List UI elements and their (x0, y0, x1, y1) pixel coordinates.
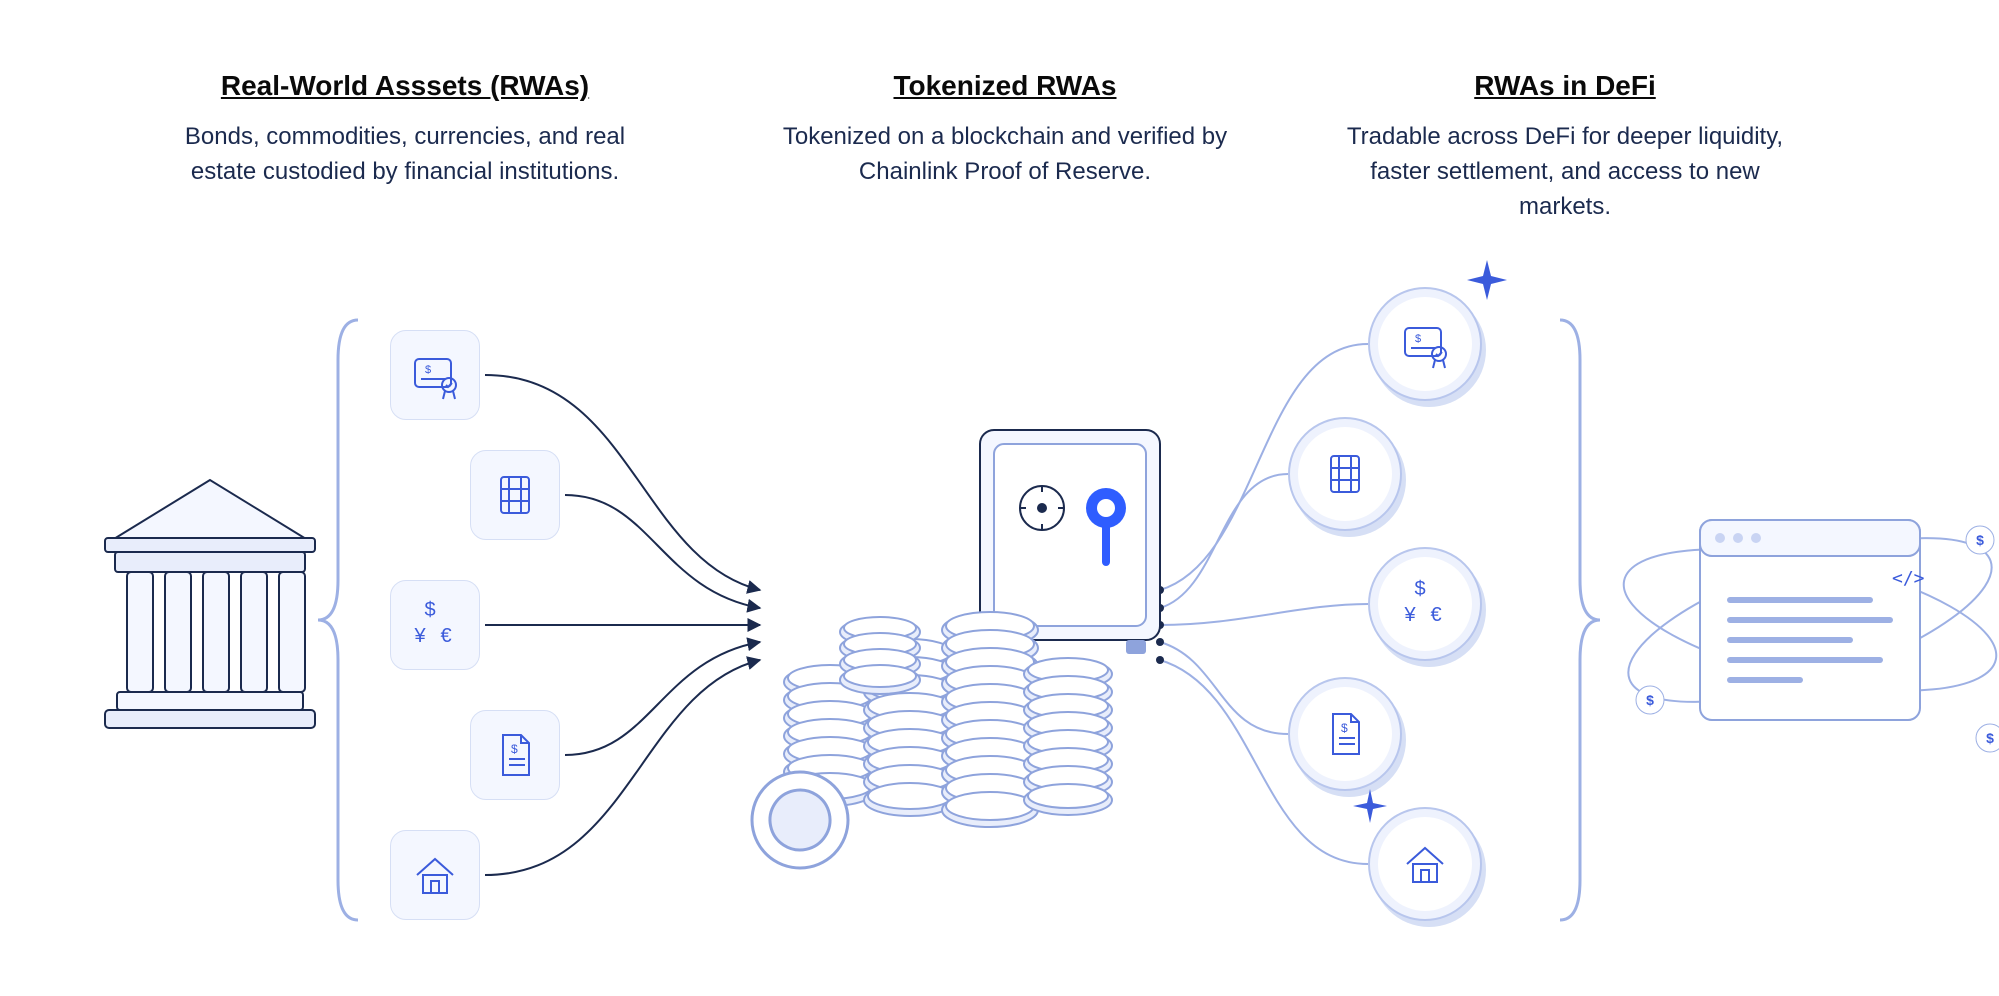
invoice-icon: $ (489, 729, 541, 781)
svg-text:€: € (1430, 604, 1441, 626)
flow-right-origin-dots (1156, 586, 1164, 664)
svg-text:€: € (440, 625, 451, 647)
token-invoice: $ (1288, 677, 1402, 791)
coin-stacks-icon (743, 612, 1112, 877)
svg-text:$: $ (1414, 578, 1425, 600)
asset-card-invoice: $ (470, 710, 560, 800)
sparkle-icon (1465, 258, 1509, 302)
svg-text:$: $ (1646, 692, 1654, 708)
svg-text:$: $ (1341, 721, 1348, 735)
asset-card-house (390, 830, 480, 920)
col-rwa-sub: Bonds, commodities, currencies, and real… (170, 120, 640, 190)
token-currencies: $ ¥ € (1368, 547, 1482, 661)
defi-app-icon: </> $ $ $ (1611, 504, 1999, 752)
certificate-icon: $ (1399, 318, 1451, 370)
svg-text:$: $ (1986, 730, 1994, 746)
barrel-icon (1319, 448, 1371, 500)
col-tokenized-sub: Tokenized on a blockchain and verified b… (770, 120, 1240, 190)
asset-card-currencies: $ ¥ € (390, 580, 480, 670)
col-rwa: Real-World Asssets (RWAs) Bonds, commodi… (170, 70, 640, 190)
currencies-icon: $ ¥ € (406, 596, 464, 654)
svg-text:¥: ¥ (413, 625, 426, 647)
svg-text:$: $ (511, 742, 518, 756)
asset-card-certificate: $ (390, 330, 480, 420)
col-defi-title: RWAs in DeFi (1330, 70, 1800, 102)
svg-text:$: $ (424, 599, 435, 621)
asset-card-barrel (470, 450, 560, 540)
vault-icon (980, 430, 1160, 654)
token-barrel (1288, 417, 1402, 531)
col-tokenized-title: Tokenized RWAs (770, 70, 1240, 102)
token-house (1368, 807, 1482, 921)
col-defi: RWAs in DeFi Tradable across DeFi for de… (1330, 70, 1800, 224)
col-rwa-title: Real-World Asssets (RWAs) (170, 70, 640, 102)
svg-text:$: $ (1415, 333, 1421, 345)
col-defi-sub: Tradable across DeFi for deeper liquidit… (1330, 120, 1800, 224)
house-icon (409, 849, 461, 901)
sparkle-icon (1352, 788, 1388, 824)
brace-right-icon (1560, 320, 1600, 920)
token-certificate: $ (1368, 287, 1482, 401)
barrel-icon (489, 469, 541, 521)
currencies-icon: $ ¥ € (1396, 575, 1454, 633)
svg-text:</>: </> (1892, 568, 1925, 589)
diagram-stage: Real-World Asssets (RWAs) Bonds, commodi… (0, 0, 1999, 996)
house-icon (1399, 838, 1451, 890)
svg-text:¥: ¥ (1403, 604, 1416, 626)
invoice-icon: $ (1319, 708, 1371, 760)
bank-icon (105, 480, 315, 728)
col-tokenized: Tokenized RWAs Tokenized on a blockchain… (770, 70, 1240, 190)
certificate-icon: $ (409, 349, 461, 401)
svg-text:$: $ (425, 364, 431, 376)
brace-left-icon (318, 320, 358, 920)
svg-text:$: $ (1976, 532, 1984, 548)
